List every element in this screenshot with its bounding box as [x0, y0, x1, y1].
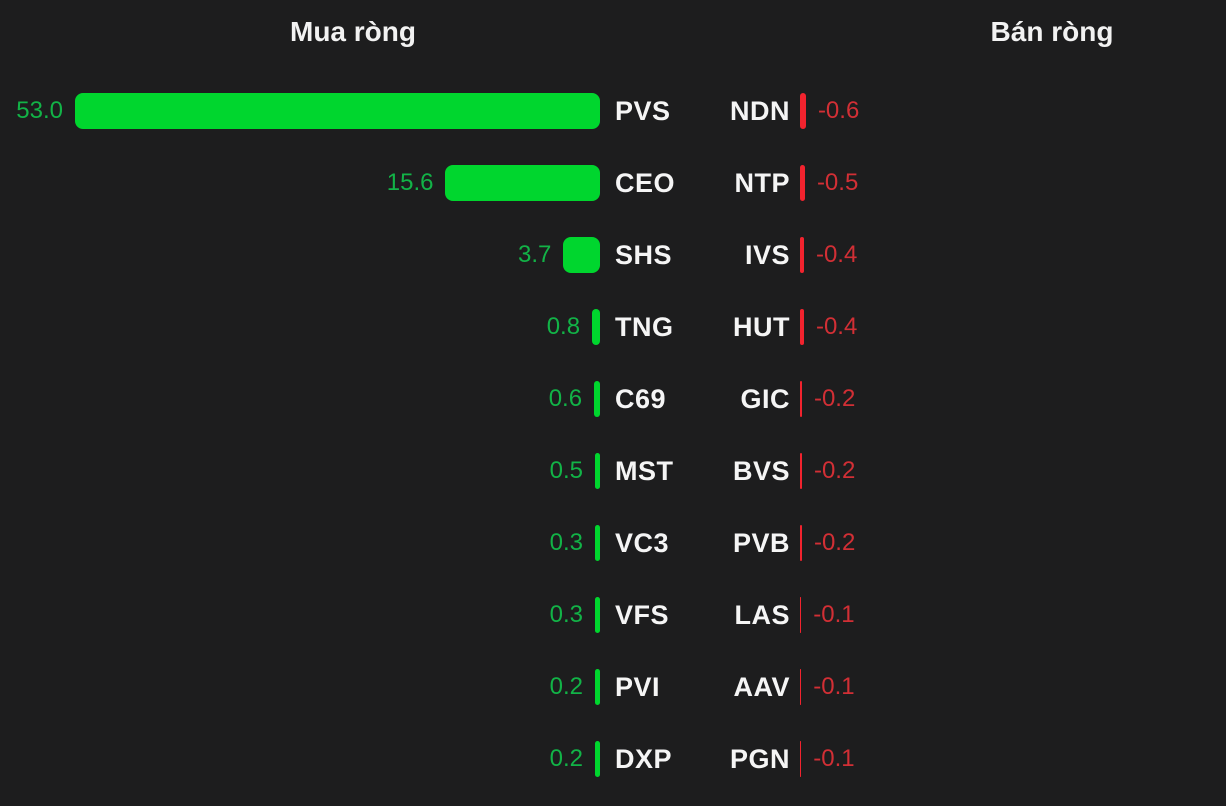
sell-value-label: -0.4 — [815, 241, 858, 268]
buy-ticker-label: PVS — [615, 95, 671, 126]
buy-value-label: 0.3 — [549, 529, 583, 556]
sell-ticker-label: HUT — [733, 311, 790, 342]
net-buy-title: Mua ròng — [290, 16, 416, 47]
buy-bar — [445, 165, 600, 201]
buy-value-label: 0.2 — [549, 745, 583, 772]
sell-ticker-label: AAV — [733, 671, 790, 702]
chart-row: 0.8 TNG HUT -0.4 — [0, 291, 1226, 363]
buy-bar-area: 0.5 — [0, 453, 600, 489]
sell-bar — [800, 597, 802, 633]
sell-bar — [800, 93, 806, 129]
buy-bar — [595, 525, 600, 561]
sell-value-label: -0.4 — [815, 313, 858, 340]
buy-bar-area: 0.6 — [0, 381, 600, 417]
chart-row: 53.0 PVS NDN -0.6 — [0, 75, 1226, 147]
buy-bar — [595, 669, 600, 705]
sell-bar — [800, 309, 804, 345]
buy-bar-area: 0.3 — [0, 597, 600, 633]
buy-value-label: 0.2 — [549, 673, 583, 700]
sell-value-label: -0.2 — [813, 385, 856, 412]
buy-ticker-label: CEO — [615, 167, 676, 198]
sell-bar — [800, 165, 805, 201]
sell-bar — [800, 741, 802, 777]
sell-bar — [800, 381, 802, 417]
buy-bar — [75, 93, 600, 129]
sell-bar — [800, 669, 802, 705]
sell-ticker-label: IVS — [744, 239, 790, 270]
sell-ticker-label: GIC — [740, 383, 790, 414]
buy-bar-area: 0.2 — [0, 741, 600, 777]
buy-value-label: 0.8 — [546, 313, 581, 340]
sell-value-label: -0.2 — [813, 457, 856, 484]
buy-value-label: 0.5 — [549, 457, 583, 484]
sell-value-label: -0.5 — [816, 169, 859, 196]
sell-ticker-label: PVB — [732, 527, 790, 558]
buy-value-label: 3.7 — [517, 241, 552, 268]
chart-row: 0.3 VFS LAS -0.1 — [0, 579, 1226, 651]
buy-bar — [595, 741, 600, 777]
sell-ticker-label: NTP — [734, 167, 790, 198]
chart-row: 0.2 DXP PGN -0.1 — [0, 723, 1226, 795]
chart-row: 0.5 MST BVS -0.2 — [0, 435, 1226, 507]
buy-value-label: 15.6 — [386, 169, 434, 196]
chart-row: 3.7 SHS IVS -0.4 — [0, 219, 1226, 291]
buy-bar — [563, 237, 600, 273]
net-buy-sell-chart: 53.0 PVS NDN -0.6 15.6 CEO NTP -0.5 3.7 … — [0, 75, 1226, 795]
sell-ticker-label: NDN — [730, 95, 790, 126]
buy-bar-area: 0.8 — [0, 309, 600, 345]
buy-bar-area: 15.6 — [0, 165, 600, 201]
buy-value-label: 0.3 — [549, 601, 583, 628]
buy-ticker-label: PVI — [615, 671, 661, 702]
sell-bar — [800, 525, 802, 561]
buy-ticker-label: VC3 — [615, 527, 670, 558]
buy-bar-area: 0.3 — [0, 525, 600, 561]
chart-row: 0.3 VC3 PVB -0.2 — [0, 507, 1226, 579]
sell-ticker-label: PGN — [729, 743, 790, 774]
sell-value-label: -0.1 — [813, 673, 855, 700]
buy-bar — [594, 381, 600, 417]
sell-value-label: -0.2 — [813, 529, 856, 556]
buy-bar — [595, 597, 600, 633]
sell-value-label: -0.6 — [817, 97, 860, 124]
sell-value-label: -0.1 — [813, 601, 855, 628]
buy-ticker-label: SHS — [615, 239, 673, 270]
sell-ticker-label: LAS — [734, 599, 790, 630]
buy-value-label: 53.0 — [16, 97, 63, 124]
chart-row: 15.6 CEO NTP -0.5 — [0, 147, 1226, 219]
chart-row: 0.2 PVI AAV -0.1 — [0, 651, 1226, 723]
chart-header: Mua ròng Bán ròng — [0, 0, 1226, 75]
buy-ticker-label: VFS — [615, 599, 670, 630]
sell-ticker-label: BVS — [732, 455, 790, 486]
buy-ticker-label: C69 — [615, 383, 667, 414]
sell-bar — [800, 237, 804, 273]
chart-row: 0.6 C69 GIC -0.2 — [0, 363, 1226, 435]
buy-bar — [592, 309, 600, 345]
buy-bar-area: 3.7 — [0, 237, 600, 273]
sell-bar — [800, 453, 802, 489]
net-sell-title: Bán ròng — [990, 16, 1114, 47]
buy-bar-area: 53.0 — [0, 93, 600, 129]
buy-ticker-label: MST — [615, 455, 674, 486]
buy-ticker-label: TNG — [615, 311, 674, 342]
sell-value-label: -0.1 — [813, 745, 855, 772]
buy-bar — [595, 453, 600, 489]
buy-ticker-label: DXP — [615, 743, 673, 774]
buy-value-label: 0.6 — [548, 385, 583, 412]
buy-bar-area: 0.2 — [0, 669, 600, 705]
